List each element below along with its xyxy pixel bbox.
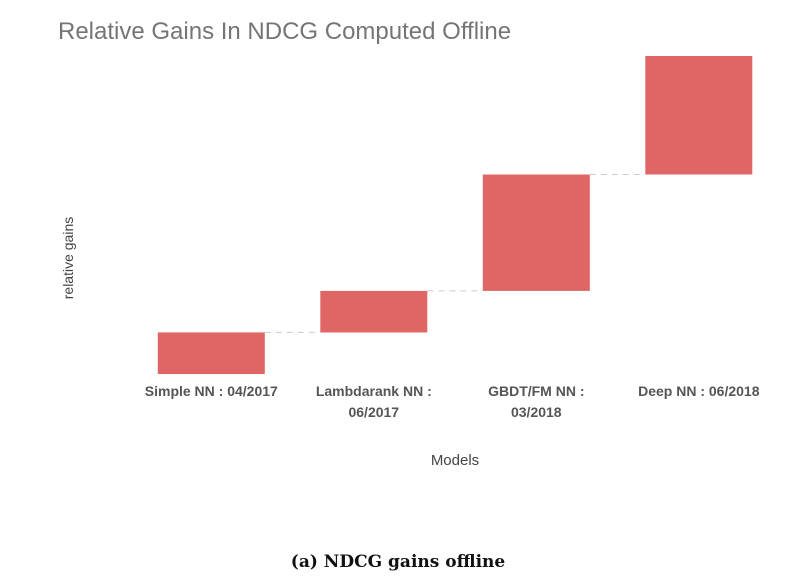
bar-3 bbox=[482, 174, 590, 291]
bars bbox=[157, 56, 753, 374]
bar-2 bbox=[320, 290, 428, 333]
x-tick-labels: Simple NN : 04/2017 Lambdarank NN :06/201… bbox=[145, 383, 760, 420]
connector-lines bbox=[264, 174, 646, 333]
x-tick-label-1: Simple NN : 04/2017 bbox=[145, 383, 278, 399]
x-tick-label-3: GBDT/FM NN :03/2018 bbox=[488, 383, 584, 420]
figure-caption: (a) NDCG gains offline bbox=[290, 552, 506, 572]
waterfall-chart: Simple NN : 04/2017 Lambdarank NN :06/201… bbox=[60, 56, 760, 469]
bar-1 bbox=[157, 332, 265, 374]
x-tick-label-2: Lambdarank NN :06/2017 bbox=[316, 383, 432, 420]
y-axis-label: relative gains bbox=[60, 217, 76, 300]
chart-title: Relative Gains In NDCG Computed Offline bbox=[58, 18, 512, 45]
x-tick-label-4: Deep NN : 06/2018 bbox=[638, 383, 760, 399]
bar-4 bbox=[645, 56, 753, 175]
x-axis-label: Models bbox=[431, 452, 479, 469]
